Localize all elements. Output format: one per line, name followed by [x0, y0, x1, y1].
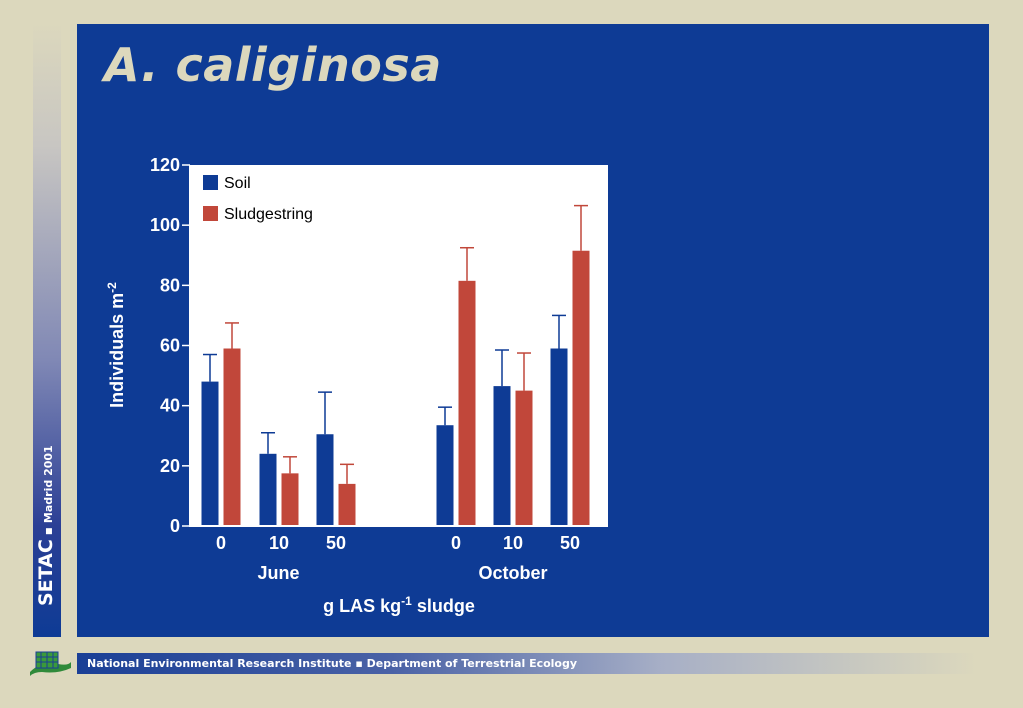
x-axis-label-suffix: sludge [412, 596, 475, 616]
y-tick-label-120: 120 [150, 155, 180, 175]
footer-institute: National Environmental Research Institut… [87, 657, 352, 670]
y-tick-label-80: 80 [160, 275, 180, 295]
bar-soil-3 [436, 425, 454, 526]
x-tick-label-5: 50 [560, 533, 580, 553]
group-label-june: June [257, 563, 299, 583]
y-tick-label-60: 60 [160, 336, 180, 356]
x-tick-label-4: 10 [503, 533, 523, 553]
footer-department: Department of Terrestrial Ecology [366, 657, 578, 670]
legend-swatch-sludgestring [203, 206, 218, 221]
x-tick-label-0: 0 [216, 533, 226, 553]
bar-chart: 0 20 40 60 80 100 120 0 10 50 0 10 50 June October So… [105, 155, 608, 616]
footer-text: National Environmental Research Institut… [87, 657, 577, 670]
sidebar-strip [33, 22, 61, 637]
bar-soil-2 [316, 434, 334, 526]
bar-sludgestring-5 [572, 250, 590, 527]
y-axis-label-sup: -2 [105, 282, 119, 293]
y-tick-label-0: 0 [170, 516, 180, 536]
slide-title: A. caliginosa [104, 38, 442, 92]
x-axis-label-sup: -1 [401, 594, 412, 608]
footer-bar [77, 653, 977, 674]
y-tick-label-20: 20 [160, 456, 180, 476]
legend-swatch-soil [203, 175, 218, 190]
x-axis-label-text: g LAS kg [323, 596, 401, 616]
legend-label-sludgestring: Sludgestring [224, 206, 313, 223]
institute-logo-icon [30, 651, 71, 676]
bar-sludgestring-3 [458, 280, 476, 526]
y-axis-label: Individuals m-2 [105, 282, 127, 408]
x-tick-label-1: 10 [269, 533, 289, 553]
bar-sludgestring-2 [338, 483, 356, 526]
x-axis-label: g LAS kg-1 sludge [323, 594, 475, 616]
y-tick-label-40: 40 [160, 396, 180, 416]
bar-soil-5 [550, 348, 568, 526]
y-tick-label-100: 100 [150, 215, 180, 235]
y-axis-label-text: Individuals m [107, 293, 127, 408]
bar-sludgestring-1 [281, 473, 299, 526]
setac-label: SETAC [35, 539, 57, 606]
bar-soil-0 [201, 381, 219, 526]
sidebar-label: SETAC ▪ Madrid 2001 [35, 445, 57, 606]
x-tick-label-3: 0 [451, 533, 461, 553]
sidebar-separator: ▪ [41, 527, 55, 536]
bar-soil-4 [493, 386, 511, 526]
bar-sludgestring-4 [515, 390, 533, 526]
group-label-october: October [478, 563, 547, 583]
legend-label-soil: Soil [224, 175, 251, 192]
madrid-label: Madrid 2001 [42, 445, 55, 524]
bar-sludgestring-0 [223, 348, 241, 526]
x-tick-label-2: 50 [326, 533, 346, 553]
bar-soil-1 [259, 453, 277, 526]
footer-separator: ▪ [355, 657, 363, 670]
